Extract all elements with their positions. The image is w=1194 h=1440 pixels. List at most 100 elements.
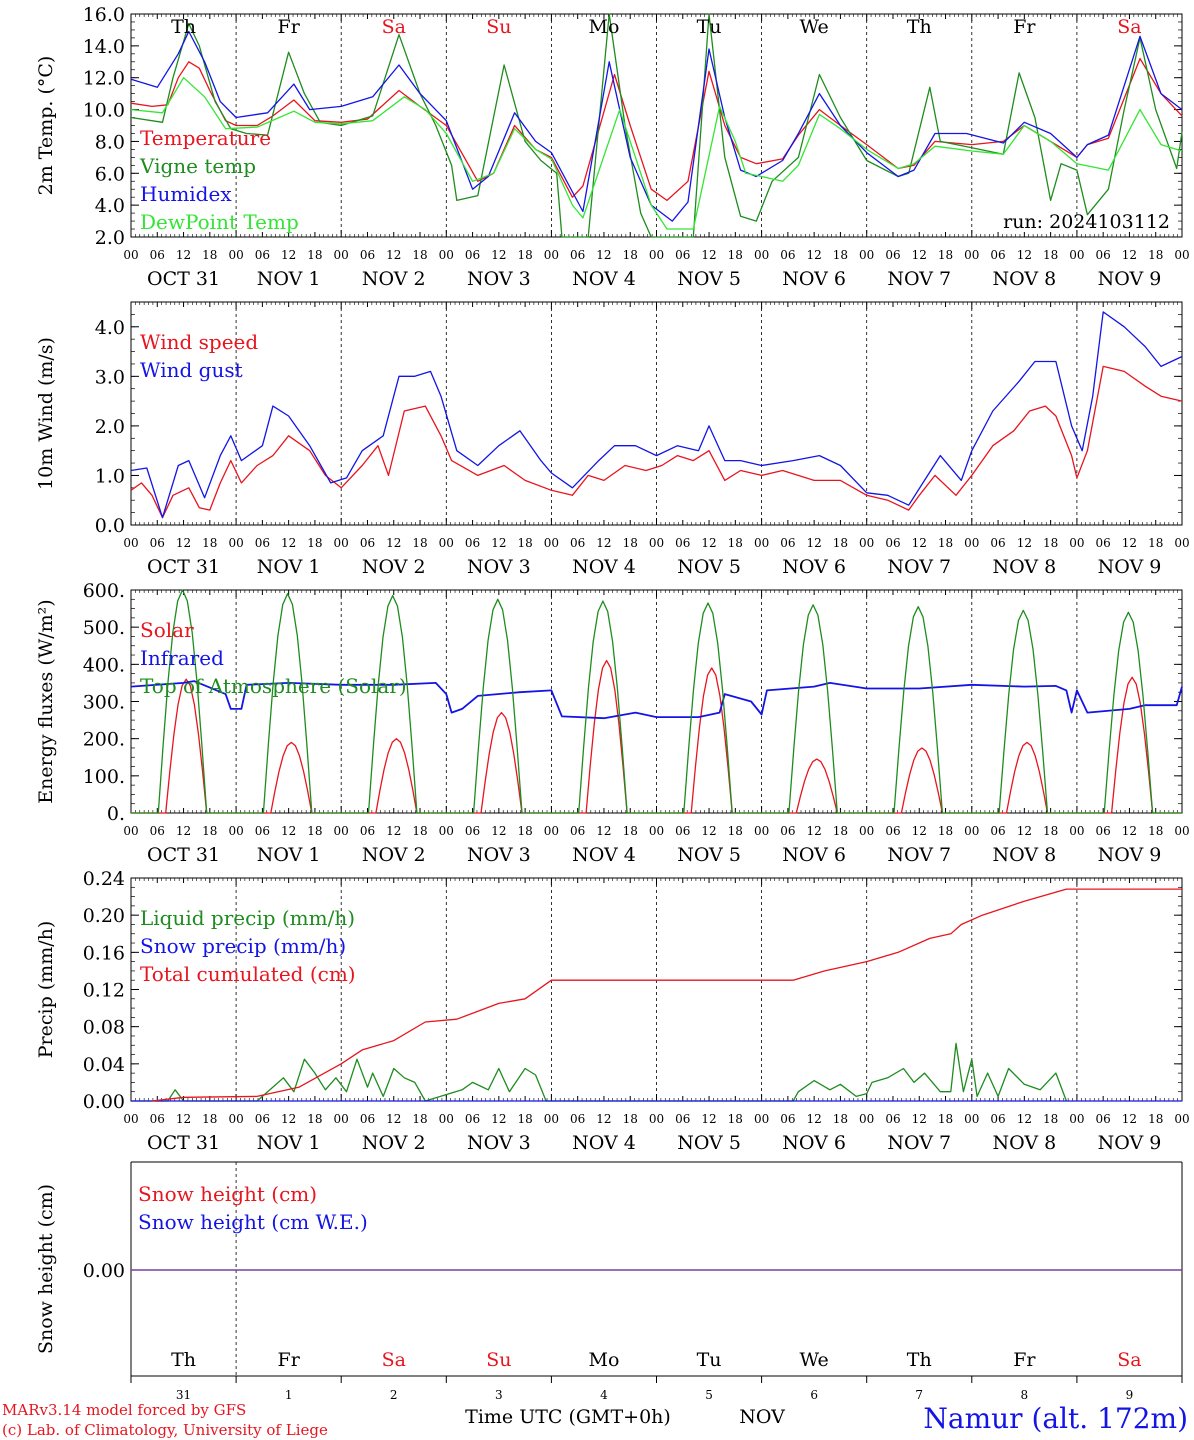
hour-tick-label: 06: [1096, 1112, 1111, 1126]
hour-tick-label: 12: [807, 248, 822, 262]
day-number-label: 1: [285, 1388, 293, 1402]
day-name-label: We: [800, 1349, 829, 1371]
hour-tick-label: 00: [439, 824, 454, 838]
hour-tick-label: 12: [701, 1112, 716, 1126]
hour-tick-label: 00: [649, 824, 664, 838]
hour-tick-label: 12: [491, 1112, 506, 1126]
hour-tick-label: 18: [1043, 824, 1058, 838]
date-label: NOV 2: [362, 1132, 426, 1154]
hour-tick-label: 06: [675, 1112, 690, 1126]
day-name-label: Tu: [697, 1349, 722, 1371]
hour-tick-label: 18: [623, 1112, 638, 1126]
hour-tick-label: 00: [1069, 248, 1084, 262]
date-label: NOV 7: [887, 844, 951, 866]
x-axis-labels: 00 06 12 18 00 06 12 18 00 06 12 18 00 06 12 18 00 06 12 18…: [123, 248, 1189, 290]
hour-tick-label: 06: [255, 536, 270, 550]
hour-tick-label: 18: [728, 824, 743, 838]
hour-tick-label: 12: [596, 248, 611, 262]
hour-tick-label: 06: [885, 824, 900, 838]
hour-tick-label: 06: [675, 248, 690, 262]
date-label: NOV 6: [782, 844, 846, 866]
plot-frame: [130, 589, 1183, 814]
hour-tick-label: 00: [439, 248, 454, 262]
hour-tick-label: 12: [176, 1112, 191, 1126]
y-tick-label: 0.00: [83, 1091, 125, 1113]
hour-tick-label: 06: [570, 1112, 585, 1126]
hour-tick-label: 00: [649, 1112, 664, 1126]
hour-tick-label: 00: [859, 1112, 874, 1126]
date-label: OCT 31: [147, 556, 220, 578]
legend-entry: Vigne temp: [139, 154, 256, 178]
y-tick-label: 0.00: [83, 1260, 125, 1282]
panel-1: 2.0 4.0 6.0 8.0 10.0 12.0 14.0 16.0 2m Temp. (°C…: [35, 4, 1183, 249]
hour-tick-label: 18: [517, 248, 532, 262]
plot-frame: [130, 301, 1183, 526]
hour-tick-label: 18: [728, 536, 743, 550]
day-name-label: Th: [171, 16, 196, 38]
date-label: NOV 8: [992, 844, 1056, 866]
hour-tick-label: 12: [281, 824, 296, 838]
hour-tick-label: 18: [307, 1112, 322, 1126]
day-number-label: 4: [600, 1388, 608, 1402]
y-tick-label: 12.0: [83, 68, 125, 90]
hour-tick-label: 12: [1017, 248, 1032, 262]
hour-tick-label: 00: [228, 824, 243, 838]
hour-tick-label: 18: [833, 248, 848, 262]
date-label: NOV 4: [572, 268, 636, 290]
hour-tick-label: 18: [517, 1112, 532, 1126]
date-label: NOV 7: [887, 1132, 951, 1154]
date-label: NOV 7: [887, 268, 951, 290]
day-number-label: 2: [390, 1388, 398, 1402]
hour-tick-label: 00: [964, 248, 979, 262]
hour-tick-label: 06: [150, 536, 165, 550]
hour-tick-label: 12: [491, 824, 506, 838]
date-label: NOV 3: [467, 844, 531, 866]
hour-tick-label: 18: [202, 824, 217, 838]
date-label: NOV 1: [257, 268, 321, 290]
hour-tick-label: 00: [754, 536, 769, 550]
hour-tick-label: 12: [1122, 248, 1137, 262]
series-wind-speed: [130, 365, 1183, 519]
date-label: NOV 7: [887, 556, 951, 578]
date-label: NOV 1: [257, 844, 321, 866]
hour-tick-label: 00: [859, 824, 874, 838]
day-name-label: Su: [486, 16, 511, 38]
legend-entry: Solar: [140, 618, 194, 642]
hour-tick-label: 06: [990, 1112, 1005, 1126]
hour-tick-label: 18: [1043, 248, 1058, 262]
y-tick-label: 2.0: [95, 227, 125, 249]
hour-tick-label: 00: [334, 536, 349, 550]
legend-entry: Infrared: [140, 646, 224, 670]
day-number-label: 9: [1126, 1388, 1134, 1402]
x-axis-labels: 00 06 12 18 00 06 12 18 00 06 12 18 00 06 12 18 00 06 12 18…: [123, 536, 1189, 578]
hour-tick-label: 00: [334, 248, 349, 262]
hour-tick-label: 06: [465, 248, 480, 262]
y-tick-label: 0.: [107, 803, 125, 825]
series-temperature: [130, 57, 1183, 202]
hour-tick-label: 18: [1148, 824, 1163, 838]
date-label: OCT 31: [147, 844, 220, 866]
day-number-label: 5: [705, 1388, 713, 1402]
y-tick-label: 14.0: [83, 36, 125, 58]
hour-tick-label: 12: [807, 1112, 822, 1126]
hour-tick-label: 00: [649, 248, 664, 262]
day-name-label: Th: [171, 1349, 196, 1371]
hour-tick-label: 18: [623, 824, 638, 838]
hour-tick-label: 00: [1174, 1112, 1189, 1126]
series-vigne-temp: [130, 13, 1183, 238]
hour-tick-label: 12: [281, 536, 296, 550]
legend-entry: Temperature: [140, 126, 271, 150]
date-label: NOV 3: [467, 1132, 531, 1154]
date-label: NOV 4: [572, 1132, 636, 1154]
hour-tick-label: 18: [623, 248, 638, 262]
legend-entry: Snow height (cm W.E.): [138, 1210, 368, 1234]
x-axis-labels: 00 06 12 18 00 06 12 18 00 06 12 18 00 06 12 18 00 06 12 18…: [123, 824, 1189, 866]
hour-tick-label: 12: [912, 248, 927, 262]
day-name-label: We: [800, 16, 829, 38]
time-axis-label: Time UTC (GMT+0h): [465, 1406, 671, 1428]
hour-tick-label: 12: [596, 536, 611, 550]
date-label: NOV 9: [1098, 844, 1162, 866]
hour-tick-label: 00: [334, 1112, 349, 1126]
hour-tick-label: 18: [833, 1112, 848, 1126]
day-name-label: Sa: [382, 1349, 406, 1371]
